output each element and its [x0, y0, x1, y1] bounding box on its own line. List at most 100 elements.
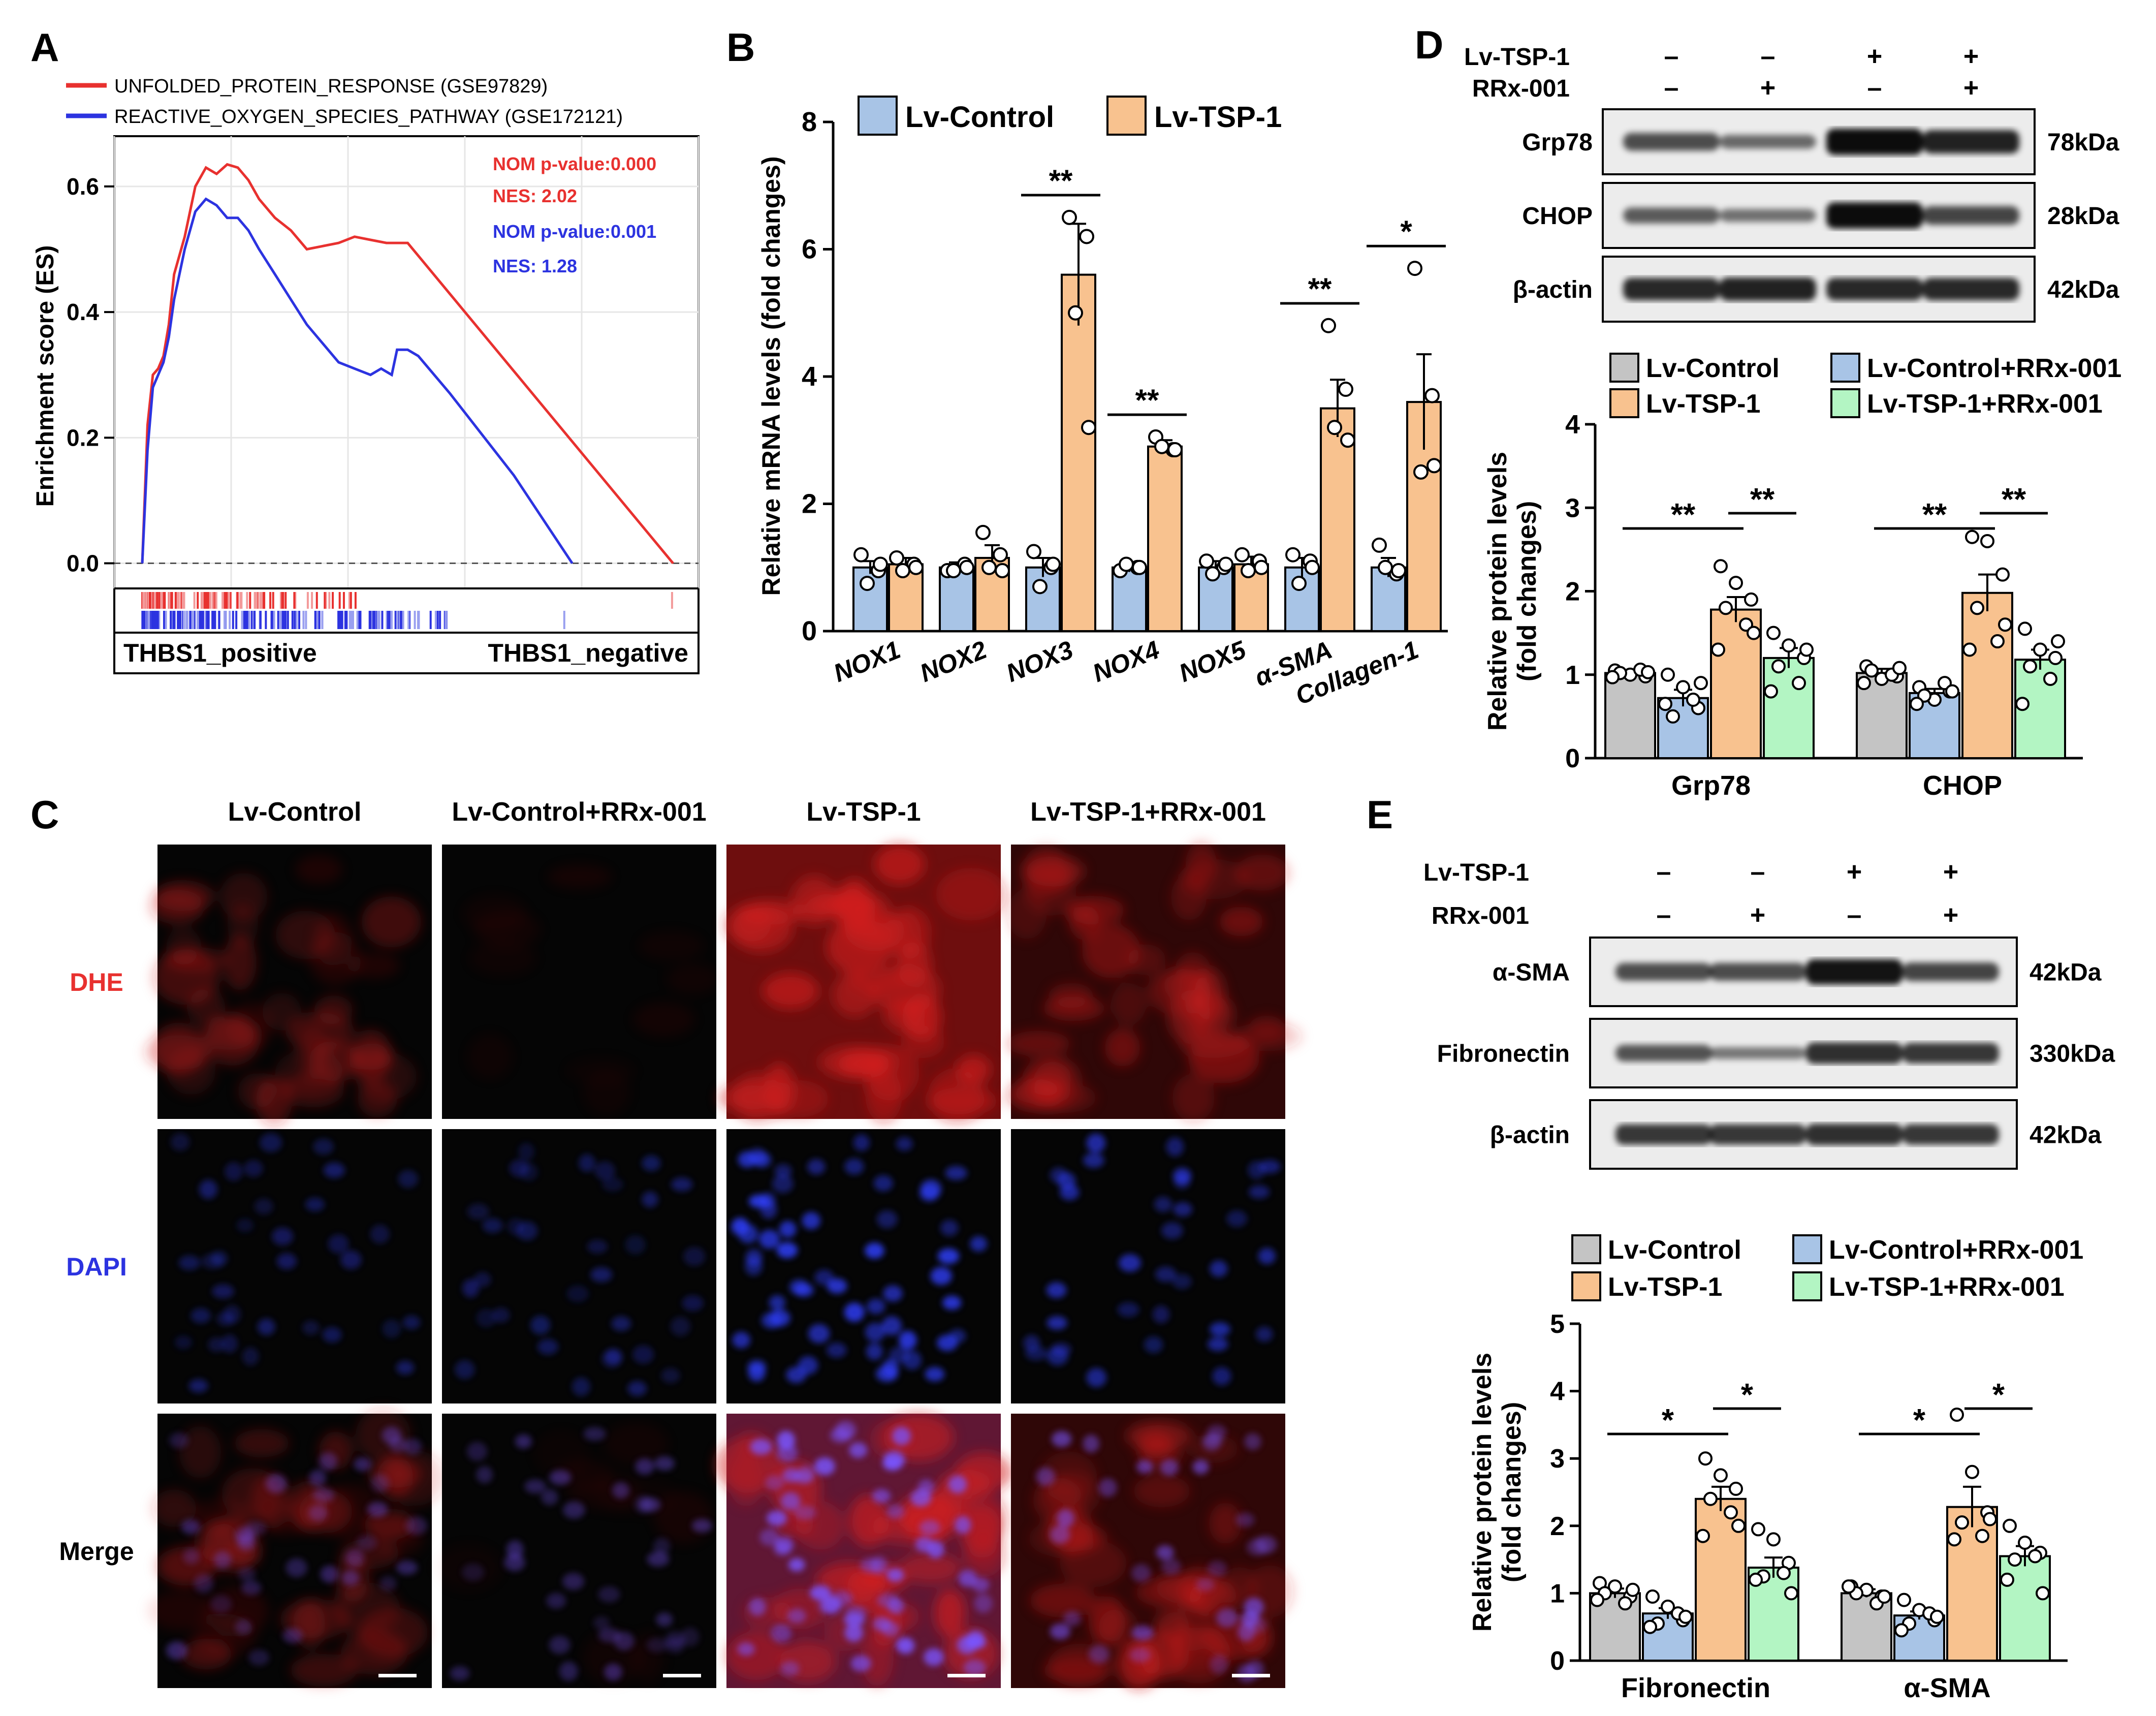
protein-point [2051, 634, 2065, 649]
micrograph-nucleus [450, 1666, 470, 1680]
protein-point [1661, 667, 1675, 682]
micrograph-nucleus [632, 1345, 654, 1364]
micrograph-nucleus [257, 1318, 275, 1335]
micrograph-nucleus [541, 1489, 558, 1506]
micrograph-nuclei [450, 1427, 712, 1681]
micrograph-cell [771, 1080, 829, 1117]
protein-point [1842, 1579, 1856, 1594]
micrograph-nucleus [566, 1285, 589, 1302]
micrograph-nucleus [345, 1549, 364, 1567]
gsea-ytick-label: 0.4 [67, 299, 99, 325]
protein-point [1995, 567, 2010, 582]
mrna-point [1407, 261, 1422, 276]
mrna-point [1338, 382, 1353, 397]
micrograph-cell [1042, 1658, 1107, 1683]
micrograph-nucleus [760, 1201, 777, 1219]
micrograph-nucleus [747, 1359, 767, 1374]
micrograph-nucleus [957, 1635, 977, 1655]
micrograph-cytoplasm [715, 1413, 1012, 1687]
gsea-line-upr [141, 163, 674, 565]
blot-bands [1623, 202, 2019, 229]
micrograph-nucleus [462, 1279, 479, 1298]
micrograph-nucleus [737, 1642, 755, 1656]
blot-kda-label: 78kDa [2047, 129, 2119, 156]
protein-point [2023, 659, 2037, 674]
blot-condition-sign: + [1750, 900, 1765, 930]
mrna-point [995, 563, 1010, 579]
micrograph-nucleus [924, 1648, 944, 1666]
mrna-ytick-label: 6 [802, 234, 817, 265]
micrograph-cell [1082, 924, 1140, 978]
micrograph-cytoplasm [462, 864, 719, 1116]
micrograph-cell [728, 1453, 764, 1507]
protein-point [1857, 676, 1871, 691]
micrograph-nucleus [382, 1426, 401, 1444]
micrograph-nucleus [583, 1427, 606, 1441]
micrograph-nucleus [1050, 1525, 1070, 1544]
micrograph-nucleus [844, 1302, 865, 1322]
micrograph-nucleus [883, 1451, 905, 1469]
micrograph-cell [1155, 1610, 1189, 1643]
micrograph-nucleus [476, 1466, 493, 1483]
micrograph-nucleus [194, 1574, 213, 1593]
protein-point [1661, 1599, 1675, 1614]
protein-sig-label: * [1662, 1403, 1674, 1438]
micrograph-nucleus [853, 1134, 870, 1151]
micrograph-nucleus [563, 1501, 585, 1519]
micrograph-nucleus [653, 1538, 671, 1555]
micrograph-nucleus [1083, 1434, 1099, 1453]
blot-band [1903, 1124, 1999, 1145]
protein-point [1998, 617, 2012, 632]
micrograph-nucleus [827, 1278, 847, 1294]
protein-ytick-label: 1 [1565, 661, 1580, 690]
micrograph-nucleus [850, 1655, 871, 1672]
micrograph-nucleus [776, 1242, 798, 1259]
micrograph-cytoplasm [718, 844, 1007, 1123]
micrograph-nucleus [1063, 1611, 1081, 1627]
protein-point [2028, 1549, 2042, 1564]
micrograph-nucleus [614, 1632, 635, 1650]
blot-band [1923, 130, 2019, 154]
micrograph-cell [666, 963, 719, 995]
micrograph-nucleus [604, 1663, 622, 1681]
micrograph-nucleus [919, 1520, 940, 1535]
mrna-point [1234, 547, 1250, 563]
blot-band [1615, 1045, 1712, 1062]
blot-band [1923, 277, 2019, 301]
blot-band-label: β-actin [1490, 1122, 1570, 1149]
micrograph-cell [200, 1014, 259, 1050]
protein-category-label: Fibronectin [1621, 1673, 1770, 1703]
micrograph-nucleus [1047, 1316, 1067, 1330]
panel-label-b: B [726, 25, 755, 70]
micrograph-nucleus [241, 1580, 262, 1595]
micrograph-tile [1011, 1129, 1285, 1403]
blot-band [1720, 209, 1816, 222]
micrograph-nucleus [948, 1475, 967, 1493]
micrograph-nucleus [1023, 1335, 1040, 1351]
blot-band [1806, 1124, 1903, 1145]
micrograph-cell [1111, 983, 1147, 1025]
legend-label-ros: REACTIVE_OXYGEN_SPECIES_PATHWAY (GSE1721… [114, 106, 623, 128]
micrograph-nucleus [892, 1427, 911, 1446]
protein-ytick-label: 1 [1550, 1579, 1565, 1608]
micrograph-nucleus [467, 1442, 487, 1461]
micrograph-nucleus [1036, 1467, 1055, 1486]
legend-swatch-lv-tsp1 [1106, 96, 1147, 136]
protein-point [1643, 1619, 1657, 1634]
micrograph-nucleus [1057, 1172, 1076, 1190]
blot-condition-sign: + [1943, 900, 1958, 930]
micrograph-nucleus [515, 1434, 532, 1449]
protein-ytick-label: 2 [1565, 577, 1580, 607]
legend-label: Lv-TSP-1+RRx-001 [1829, 1272, 2065, 1302]
micrograph-nucleus [1192, 1459, 1209, 1475]
blot-band [1720, 135, 1816, 149]
micrograph-nucleus [1161, 1558, 1181, 1575]
blot-condition-label: Lv-TSP-1 [1464, 44, 1570, 71]
micrograph-tile [1006, 841, 1303, 1122]
gsea-ytick-label: 0.0 [67, 550, 99, 577]
micrograph-nucleus [1246, 1538, 1269, 1556]
protein-ylabel-line: Relative protein levels [1483, 452, 1512, 731]
micrograph-nucleus [309, 1470, 326, 1486]
micrograph-cell [1044, 1472, 1101, 1517]
